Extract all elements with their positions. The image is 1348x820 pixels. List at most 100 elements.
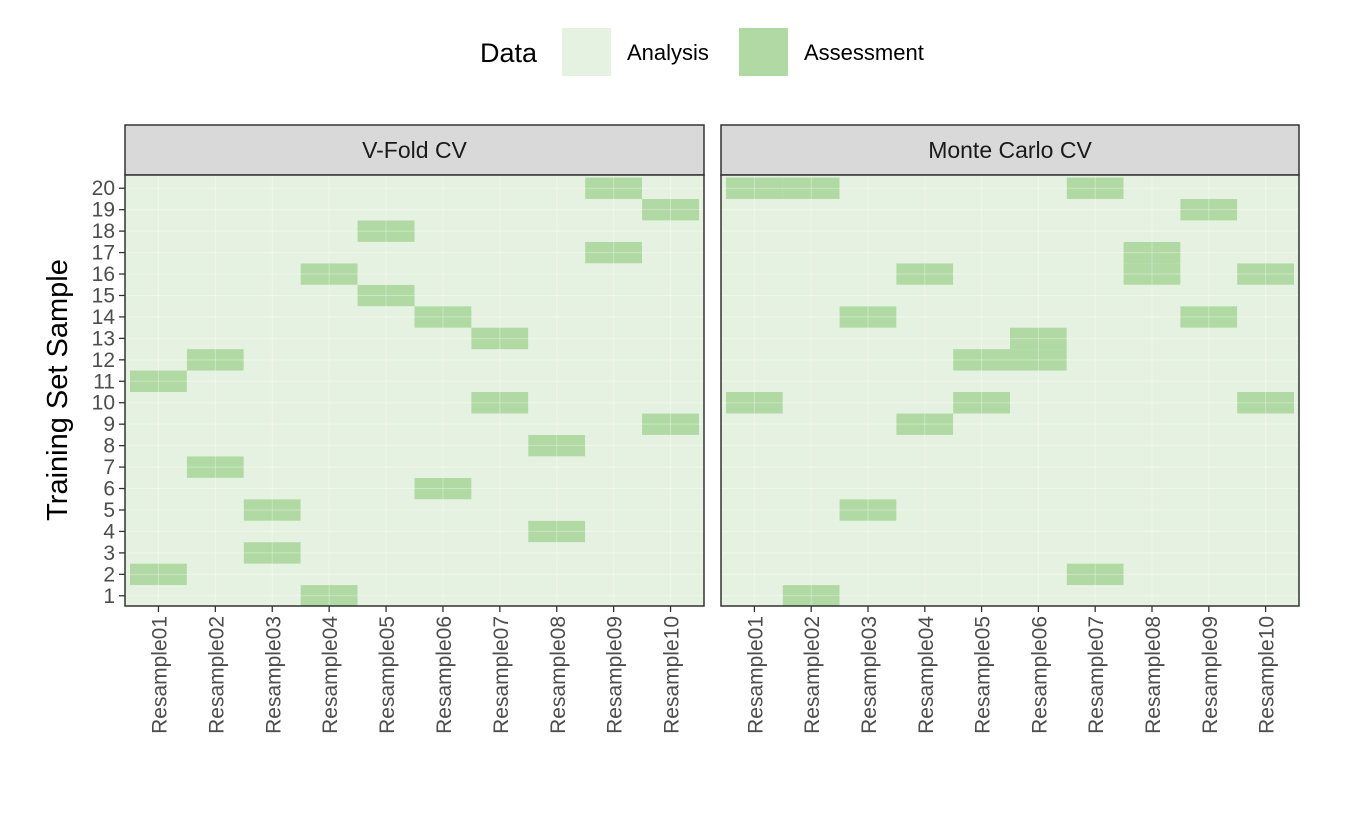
heatmap-cell-analysis bbox=[1180, 542, 1238, 564]
heatmap-cell-analysis bbox=[585, 263, 643, 285]
heatmap-cell-analysis bbox=[1180, 477, 1238, 500]
heatmap-cell-analysis bbox=[130, 306, 187, 328]
heatmap-cell-analysis bbox=[1010, 542, 1067, 564]
heatmap-cell-analysis bbox=[896, 456, 954, 478]
heatmap-cell-analysis bbox=[471, 585, 529, 607]
heatmap-cell-assessment bbox=[471, 327, 529, 350]
heatmap-cell-analysis bbox=[782, 456, 840, 478]
heatmap-cell-analysis bbox=[1010, 241, 1067, 264]
heatmap-cell-analysis bbox=[1123, 392, 1181, 414]
heatmap-cell-analysis bbox=[642, 456, 699, 478]
x-tick-label: Resample03 bbox=[858, 616, 881, 734]
legend-label-analysis: Analysis bbox=[627, 40, 709, 65]
x-tick-label: Resample08 bbox=[547, 616, 570, 734]
heatmap-cell-analysis bbox=[1237, 542, 1294, 564]
heatmap-cell-analysis bbox=[300, 220, 358, 242]
x-tick-label: Resample07 bbox=[490, 616, 513, 734]
heatmap-cell-analysis bbox=[357, 327, 415, 350]
heatmap-cell-analysis bbox=[953, 477, 1010, 500]
heatmap-cell-analysis bbox=[782, 434, 840, 457]
heatmap-cell-assessment bbox=[528, 520, 586, 543]
heatmap-cell-analysis bbox=[1237, 477, 1294, 500]
heatmap-cell-analysis bbox=[839, 349, 897, 371]
heatmap-cell-analysis bbox=[528, 477, 586, 500]
heatmap-cell-assessment bbox=[414, 477, 472, 500]
heatmap-cell-analysis bbox=[726, 349, 783, 371]
heatmap-cell-analysis bbox=[839, 456, 897, 478]
heatmap-cell-analysis bbox=[1237, 306, 1294, 328]
heatmap-cell-analysis bbox=[642, 327, 699, 350]
heatmap-cell-analysis bbox=[1010, 306, 1067, 328]
x-tick-label: Resample07 bbox=[1085, 616, 1108, 734]
heatmap-cell-analysis bbox=[585, 585, 643, 607]
heatmap-cell-assessment bbox=[726, 177, 783, 199]
heatmap-cell-analysis bbox=[130, 392, 187, 414]
heatmap-cell-analysis bbox=[1180, 327, 1238, 350]
heatmap-cell-assessment bbox=[300, 263, 358, 285]
panel-montecarlo: Monte Carlo CV Resample01 Resample02 Resam… bbox=[720, 124, 1300, 734]
heatmap-cell-analysis bbox=[896, 434, 954, 457]
heatmap-cell-analysis bbox=[130, 241, 187, 264]
heatmap-cell-analysis bbox=[130, 198, 187, 221]
heatmap-cell-analysis bbox=[642, 520, 699, 543]
heatmap-cell-analysis bbox=[953, 520, 1010, 543]
heatmap-cell-analysis bbox=[186, 263, 244, 285]
heatmap-cell-analysis bbox=[1237, 198, 1294, 221]
heatmap-cell-assessment bbox=[642, 413, 699, 435]
heatmap-cell-assessment bbox=[642, 198, 699, 221]
heatmap-cell-analysis bbox=[782, 198, 840, 221]
heatmap-cells-vfold bbox=[125, 175, 704, 607]
heatmap-cell-analysis bbox=[471, 177, 529, 199]
heatmap-cell-analysis bbox=[953, 306, 1010, 328]
heatmap-cell-analysis bbox=[642, 306, 699, 328]
x-tick-label: Resample09 bbox=[1199, 616, 1222, 734]
heatmap-cell-analysis bbox=[357, 370, 415, 392]
heatmap-cell-analysis bbox=[186, 434, 244, 457]
x-tick-label: Resample05 bbox=[376, 616, 399, 734]
heatmap-cell-analysis bbox=[1123, 456, 1181, 478]
heatmap-cell-analysis bbox=[528, 220, 586, 242]
heatmap-cell-analysis bbox=[186, 413, 244, 435]
heatmap-cell-analysis bbox=[528, 177, 586, 199]
heatmap-cell-analysis bbox=[585, 370, 643, 392]
heatmap-cell-analysis bbox=[1123, 434, 1181, 457]
grid-lines-vfold bbox=[125, 175, 704, 606]
heatmap-cell-analysis bbox=[782, 413, 840, 435]
y-tick-label: 16 bbox=[92, 263, 115, 286]
heatmap-cell-analysis bbox=[839, 327, 897, 350]
heatmap-cell-assessment bbox=[130, 563, 187, 586]
heatmap-cell-analysis bbox=[585, 198, 643, 221]
heatmap-cell-analysis bbox=[186, 241, 244, 264]
heatmap-cell-assessment bbox=[1237, 263, 1294, 285]
heatmap-cell-analysis bbox=[1180, 284, 1238, 307]
heatmap-cell-analysis bbox=[726, 327, 783, 350]
heatmap-cell-analysis bbox=[357, 392, 415, 414]
heatmap-cell-analysis bbox=[585, 542, 643, 564]
y-tick-label: 11 bbox=[93, 370, 115, 393]
heatmap-cell-analysis bbox=[642, 370, 699, 392]
y-tick-label: 6 bbox=[103, 478, 115, 501]
heatmap-cell-analysis bbox=[1237, 499, 1294, 521]
heatmap-cell-analysis bbox=[1123, 563, 1181, 586]
heatmap-cell-analysis bbox=[1123, 177, 1181, 199]
heatmap-cell-analysis bbox=[300, 477, 358, 500]
heatmap-cell-assessment bbox=[528, 434, 586, 457]
x-tick-label: Resample10 bbox=[661, 616, 684, 734]
heatmap-cell-analysis bbox=[896, 477, 954, 500]
heatmap-cell-analysis bbox=[1010, 499, 1067, 521]
heatmap-cell-analysis bbox=[1010, 477, 1067, 500]
heatmap-cell-analysis bbox=[300, 198, 358, 221]
heatmap-cell-analysis bbox=[642, 392, 699, 414]
heatmap-cell-assessment bbox=[953, 349, 1010, 371]
heatmap-cell-analysis bbox=[1123, 306, 1181, 328]
heatmap-cell-analysis bbox=[953, 456, 1010, 478]
heatmap-cell-analysis bbox=[414, 284, 472, 307]
heatmap-cell-analysis bbox=[528, 327, 586, 350]
heatmap-cell-analysis bbox=[839, 284, 897, 307]
heatmap-cell-analysis bbox=[726, 434, 783, 457]
heatmap-cell-analysis bbox=[726, 284, 783, 307]
heatmap-cell-analysis bbox=[1066, 263, 1124, 285]
heatmap-cell-analysis bbox=[1180, 434, 1238, 457]
panel-border-vfold bbox=[124, 174, 705, 607]
